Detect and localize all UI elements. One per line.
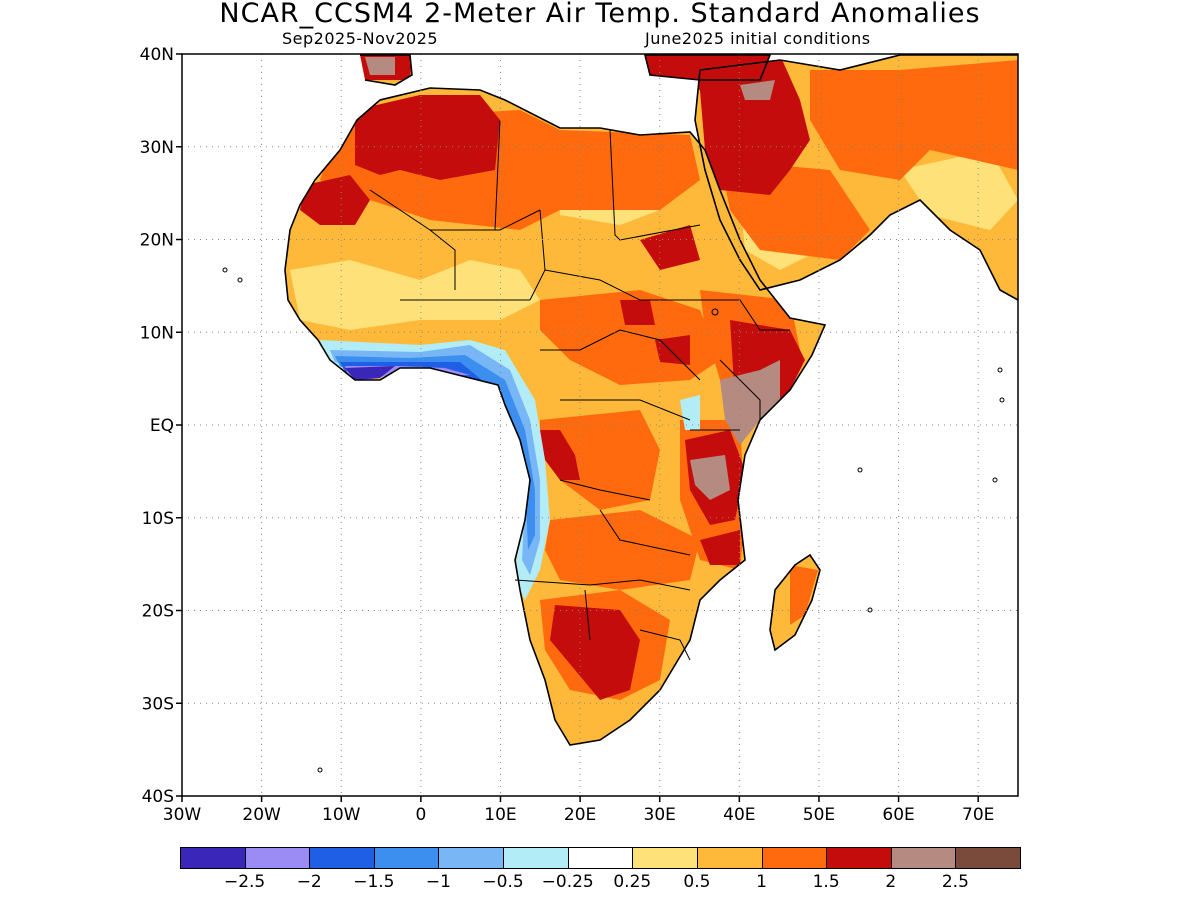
lat-tick-label: EQ: [150, 416, 174, 436]
colorbar-swatch: [890, 847, 957, 869]
colorbar-swatch: [373, 847, 440, 869]
lon-tick-label: 20E: [564, 805, 596, 825]
colorbar-swatch: [761, 847, 828, 869]
forecast-period: Sep2025-Nov2025: [282, 29, 439, 48]
colorbar-swatch: [632, 847, 698, 869]
lon-tick-label: 40E: [723, 805, 755, 825]
lat-tick-label: 40S: [142, 787, 174, 807]
lat-tick-label: 30S: [142, 694, 174, 714]
colorbar-label: 2: [885, 872, 897, 892]
lon-tick-label: 30W: [163, 805, 202, 825]
colorbar-swatch: [438, 847, 505, 869]
initial-conditions: June2025 initial conditions: [645, 29, 871, 48]
colorbar-swatch: [696, 847, 763, 869]
lon-tick-label: 10E: [484, 805, 516, 825]
colorbar-label: −2: [296, 872, 322, 892]
anomaly-shading: [285, 55, 1018, 745]
lon-tick-label: 20W: [242, 805, 281, 825]
colorbar-label: −1: [425, 872, 451, 892]
lon-tick-label: 60E: [882, 805, 914, 825]
axis-ticks: [176, 53, 979, 802]
lon-tick-label: 10W: [322, 805, 361, 825]
lon-tick-label: 50E: [803, 805, 835, 825]
coastlines: [284, 54, 1018, 746]
lat-tick-label: 20N: [140, 231, 174, 251]
lat-tick-label: 20S: [142, 602, 174, 622]
colorbar-swatch: [567, 847, 634, 869]
lat-tick-label: 30N: [140, 138, 174, 158]
colorbar-swatch: [180, 847, 246, 869]
colorbar-swatch: [955, 847, 1021, 869]
colorbar-label: 2.5: [941, 872, 969, 892]
colorbar-label: 1: [756, 872, 767, 892]
lon-tick-label: 0: [415, 805, 426, 825]
lat-tick-label: 10N: [140, 323, 174, 343]
lat-tick-label: 40N: [140, 45, 174, 65]
graticule: [182, 54, 1018, 796]
lon-tick-label: 30E: [644, 805, 676, 825]
country-borders: [369, 119, 790, 661]
colorbar-label: −0.5: [482, 872, 524, 892]
colorbar-swatch: [309, 847, 375, 869]
colorbar-label: −0.25: [541, 872, 594, 892]
colorbar-label: 1.5: [812, 872, 840, 892]
colorbar-swatch: [244, 847, 311, 869]
colorbar-swatch: [826, 847, 892, 869]
colorbar-label: −1.5: [353, 872, 395, 892]
colorbar-swatch: [503, 847, 569, 869]
colorbar-label: 0.5: [683, 872, 711, 892]
map-title: NCAR_CCSM4 2-Meter Air Temp. Standard An…: [219, 0, 981, 29]
colorbar-label: −2.5: [223, 872, 266, 892]
colorbar-label: 0.25: [613, 872, 652, 892]
lat-tick-label: 10S: [142, 509, 174, 529]
lon-tick-label: 70E: [962, 805, 994, 825]
